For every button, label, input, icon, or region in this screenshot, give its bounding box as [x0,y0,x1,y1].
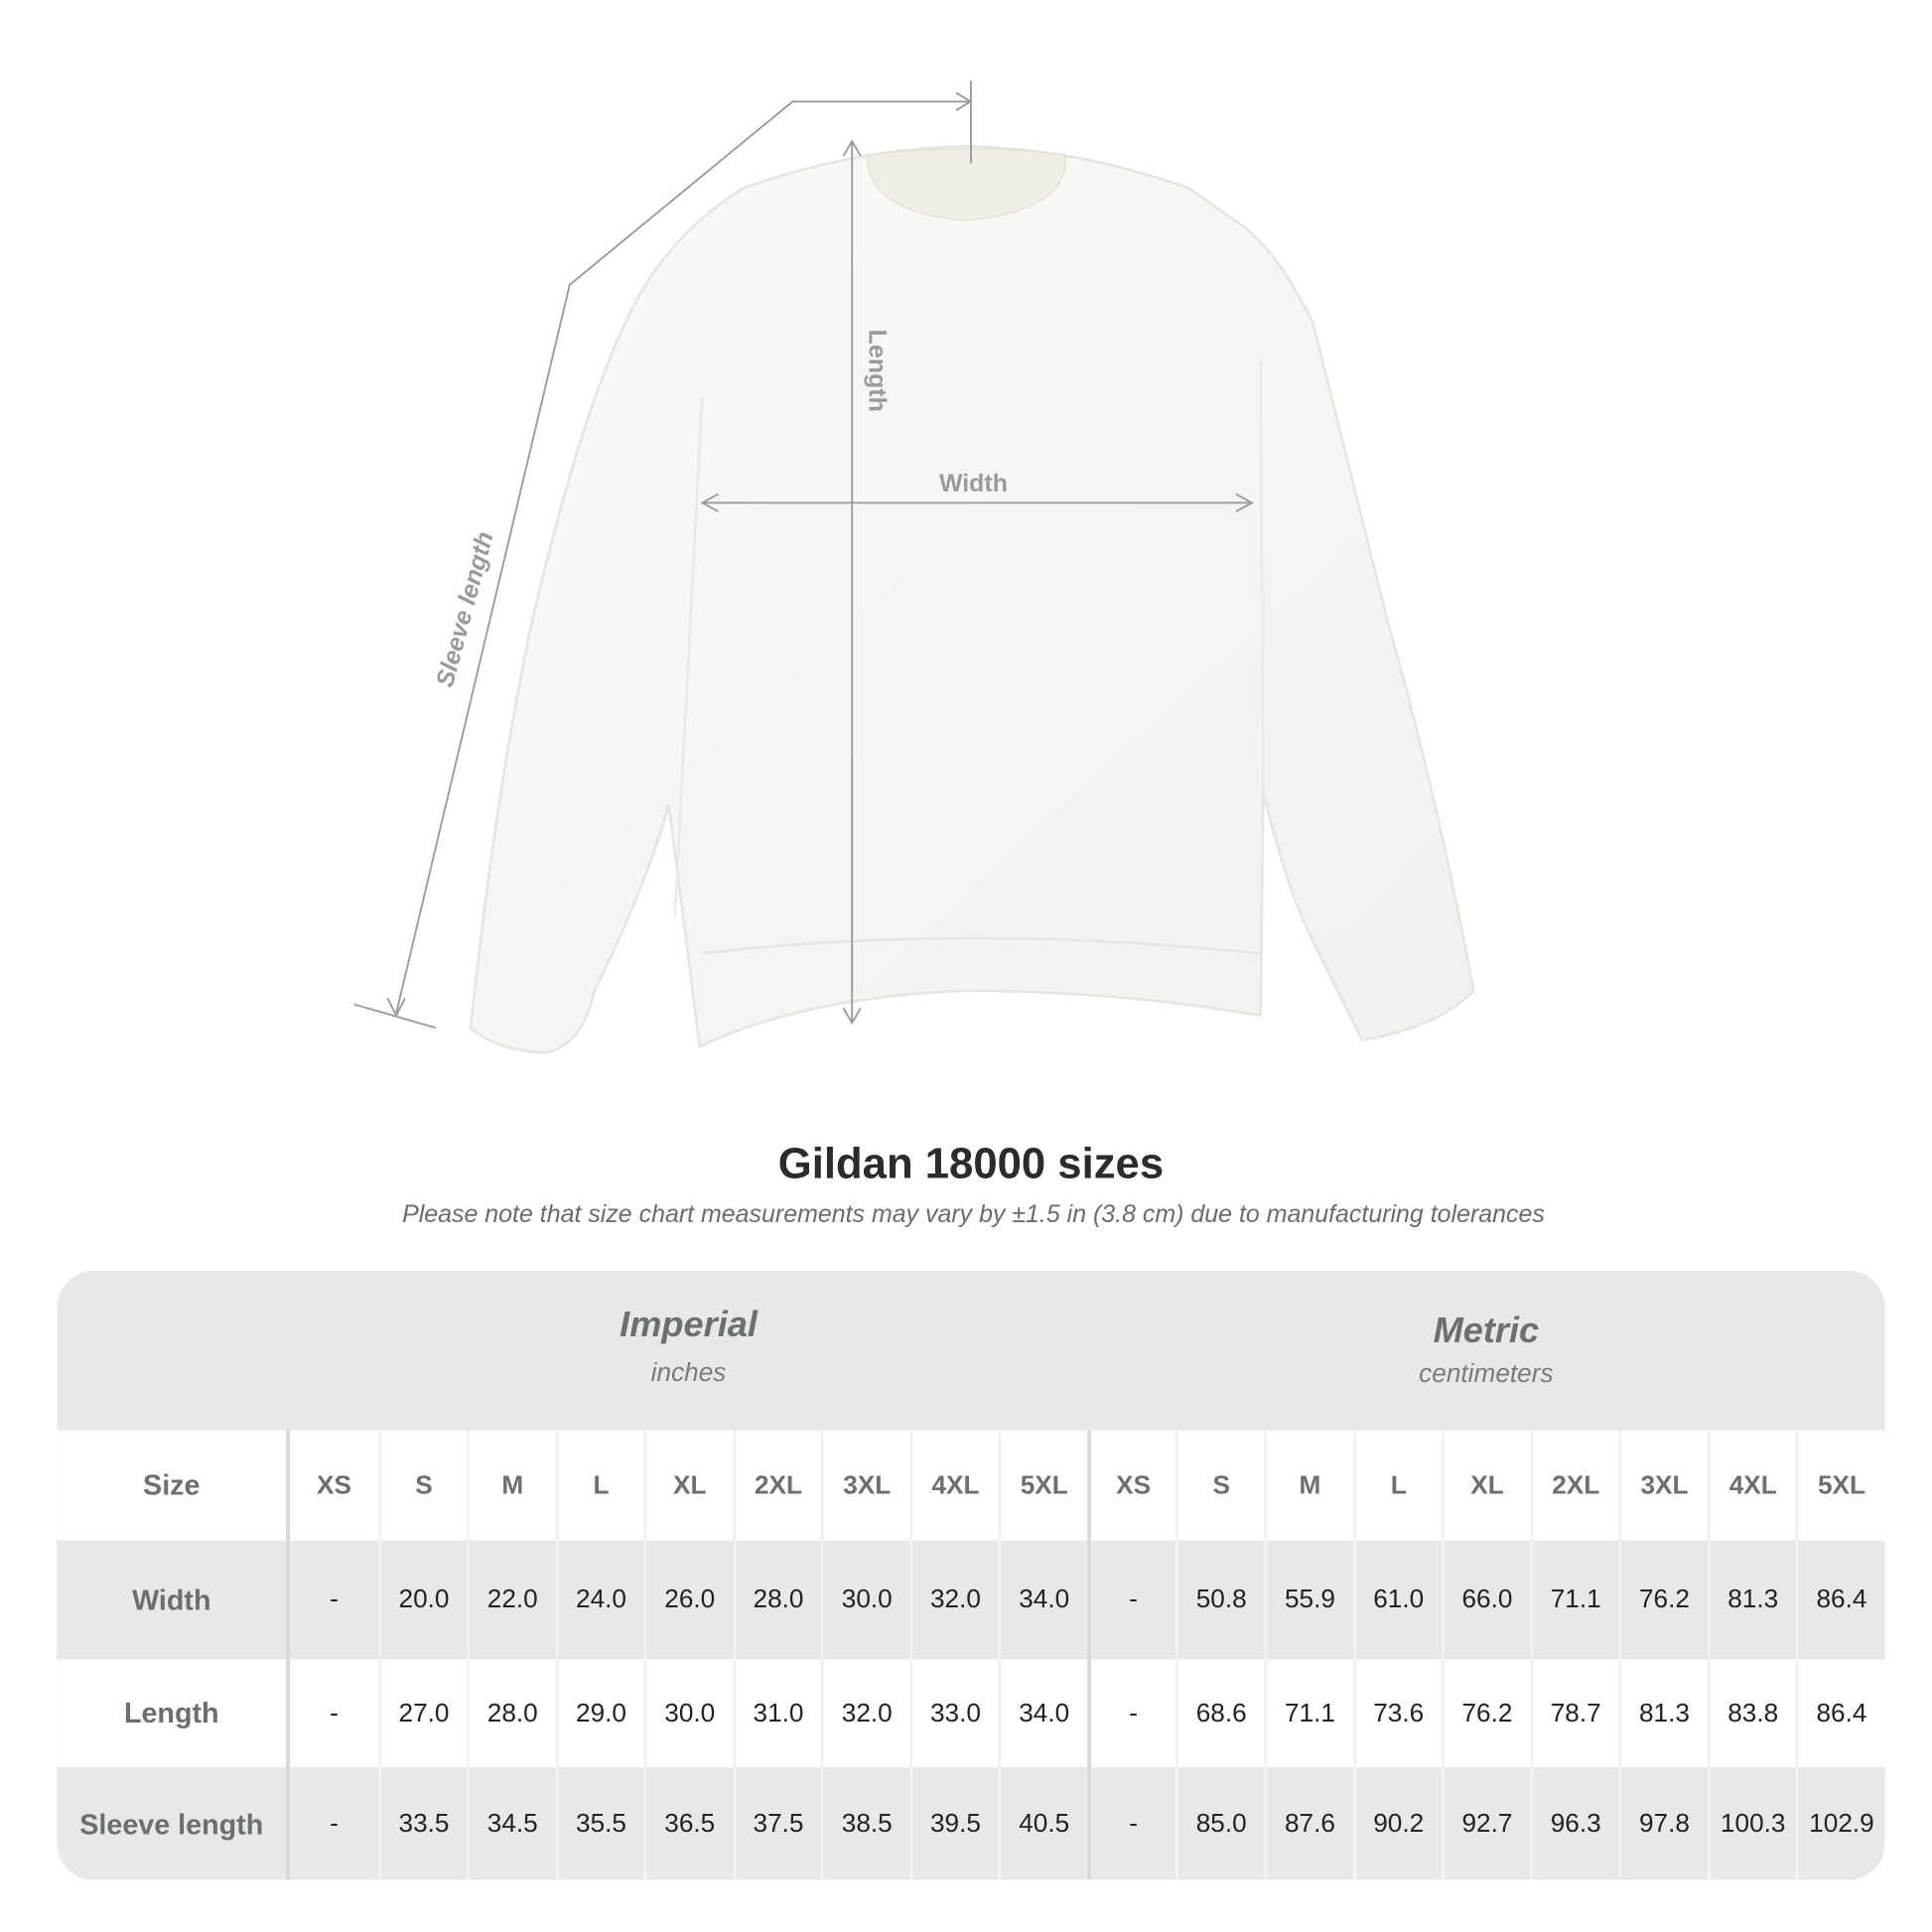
row-label: Size [57,1430,290,1541]
sweatshirt-image [469,144,1475,1054]
sleeve-label: Sleeve length [431,529,499,691]
table-cell: 96.3 [1530,1767,1618,1880]
size-table: Imperial inches Metric centimeters Size X… [57,1270,1885,1880]
size-header-cell: 4XL [1707,1430,1796,1541]
size-header-cell: XS [317,1470,351,1499]
table-cell: 29.0 [555,1659,644,1768]
table-cell: 37.5 [733,1767,821,1880]
table-cell: - [1087,1540,1175,1660]
imperial-header: Imperial inches [290,1271,1087,1465]
table-cell: 81.3 [1618,1659,1708,1768]
table-cell: - [1087,1659,1175,1768]
width-label: Width [939,470,1008,497]
table-cell: 50.8 [1175,1540,1264,1660]
table-cell: - [330,1698,339,1727]
metric-header: Metric centimeters [1087,1271,1884,1471]
metric-label: Metric [1433,1311,1540,1351]
table-cell: 92.7 [1442,1767,1530,1880]
table-row: Sleeve length - 33.5 34.5 35.5 36.5 37.5 38.5 39… [57,1767,1885,1880]
table-cell: 30.0 [821,1540,909,1660]
table-cell: 68.6 [1175,1659,1264,1768]
table-cell: 66.0 [1442,1540,1530,1660]
table-cell: 73.6 [1352,1659,1442,1768]
table-cell: 30.0 [643,1659,733,1768]
table-cell: 34.0 [998,1659,1087,1768]
table-cell: - [330,1585,339,1614]
table-cell: 38.5 [821,1767,909,1880]
table-cell: 86.4 [1796,1659,1884,1768]
table-cell: 32.0 [909,1540,999,1660]
size-header-cell: XS [1087,1430,1175,1541]
table-cell: 28.0 [733,1540,821,1660]
length-label: Length [864,330,892,412]
row-label: Width [57,1540,290,1660]
table-cell: - [1087,1767,1175,1880]
size-header-cell: S [1175,1430,1264,1541]
table-row: Width -20.0 22.0 24.0 26.0 28.0 30.0 32.0 34.0-5… [57,1540,1885,1660]
table-cell: 40.5 [998,1767,1087,1880]
table-cell: 102.9 [1796,1767,1884,1880]
page-title: Gildan 18000 sizes [777,1139,1165,1188]
size-header-cell: 5XL [1796,1430,1884,1541]
table-row: Length -27.0 28.0 29.0 30.0 31.0 32.0 33.0 34.0-… [57,1659,1885,1768]
table-cell: 34.5 [467,1767,555,1880]
table-cell: 26.0 [643,1540,733,1660]
size-header-cell: M [1264,1430,1353,1541]
table-cell: 86.4 [1796,1540,1884,1660]
table-cell: 39.5 [909,1767,999,1880]
table-cell: 76.2 [1442,1659,1530,1768]
table-cell: 33.5 [378,1767,467,1880]
size-header-cell: 3XL [1618,1430,1708,1541]
table-cell: 61.0 [1352,1540,1442,1660]
size-header-cell: 4XL [909,1430,999,1541]
size-header-row: Size XS S M L XL 2XL 3XL 4XL 5XL XS S M L XL 2XL 3XL 4XL 5… [57,1430,1885,1541]
table-cell: 90.2 [1352,1767,1442,1880]
sleeve-arrow [395,100,970,1014]
table-cell: 34.0 [998,1540,1087,1660]
table-cell: 71.1 [1530,1540,1618,1660]
table-cell: 28.0 [467,1659,555,1768]
table-cell: 85.0 [1175,1767,1264,1880]
table-cell: 22.0 [467,1540,555,1660]
table-cell: 20.0 [378,1540,467,1660]
sweatshirt-diagram: Length Width Sleeve length [353,80,1475,1054]
table-cell: 83.8 [1707,1659,1796,1768]
size-header-cell: S [378,1430,467,1541]
metric-unit: centimeters [1419,1359,1554,1389]
size-header-cell: 2XL [1530,1430,1618,1541]
table-cell: 32.0 [821,1659,909,1768]
size-header-cell: M [467,1430,555,1541]
size-header-cell: L [1352,1430,1442,1541]
table-cell: 35.5 [555,1767,644,1880]
table-cell: 76.2 [1618,1540,1708,1660]
size-header-cell: L [555,1430,644,1541]
table-cell: 81.3 [1707,1540,1796,1660]
table-cell: 78.7 [1530,1659,1618,1768]
size-header-cell: XL [1442,1430,1530,1541]
table-cell: 100.3 [1707,1767,1796,1880]
size-header-cell: 3XL [821,1430,909,1541]
table-cell: 71.1 [1264,1659,1353,1768]
imperial-label: Imperial [620,1305,758,1345]
table-cell: 36.5 [643,1767,733,1880]
size-header-cell: 2XL [733,1430,821,1541]
table-cell: 24.0 [555,1540,644,1660]
table-cell: 55.9 [1264,1540,1353,1660]
table-cell: 97.8 [1618,1767,1708,1880]
table-cell: 33.0 [909,1659,999,1768]
size-header-cell: 5XL [998,1430,1087,1541]
row-label: Sleeve length [57,1767,290,1880]
table-cell: 87.6 [1264,1767,1353,1880]
table-cell: 27.0 [378,1659,467,1768]
imperial-unit: inches [650,1358,727,1388]
table-cell: 31.0 [733,1659,821,1768]
size-header-cell: XL [643,1430,733,1541]
row-label: Length [57,1659,290,1768]
table-cell: - [330,1809,339,1839]
tolerance-note: Please note that size chart measurements… [402,1200,1545,1229]
